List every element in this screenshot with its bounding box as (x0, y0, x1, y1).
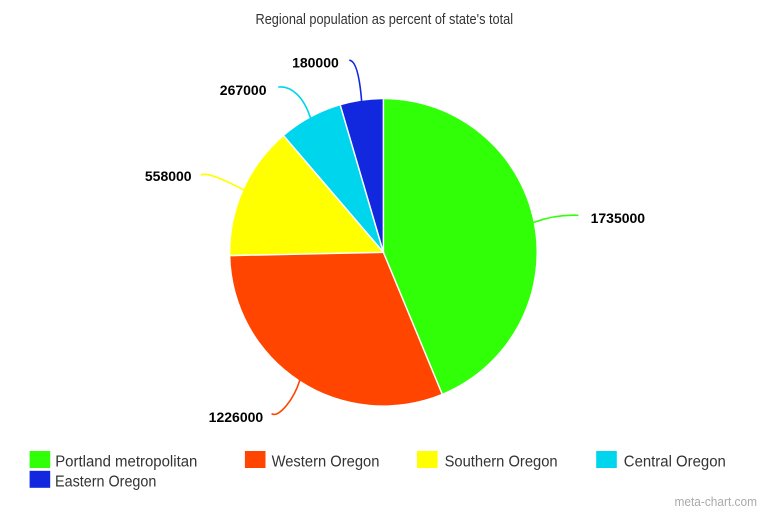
svg-text:1226000: 1226000 (209, 409, 264, 425)
svg-text:Portland metropolitan: Portland metropolitan (55, 453, 197, 470)
svg-text:1735000: 1735000 (591, 210, 646, 226)
svg-text:Central Oregon: Central Oregon (624, 453, 726, 470)
svg-text:Western Oregon: Western Oregon (272, 453, 380, 470)
svg-text:Eastern Oregon: Eastern Oregon (55, 473, 156, 490)
svg-text:meta-chart.com: meta-chart.com (675, 494, 758, 509)
svg-text:Southern Oregon: Southern Oregon (445, 453, 558, 470)
svg-text:180000: 180000 (292, 55, 339, 71)
svg-text:267000: 267000 (220, 82, 267, 98)
svg-text:Regional population as percent: Regional population as percent of state'… (256, 11, 514, 28)
svg-text:558000: 558000 (145, 168, 192, 184)
